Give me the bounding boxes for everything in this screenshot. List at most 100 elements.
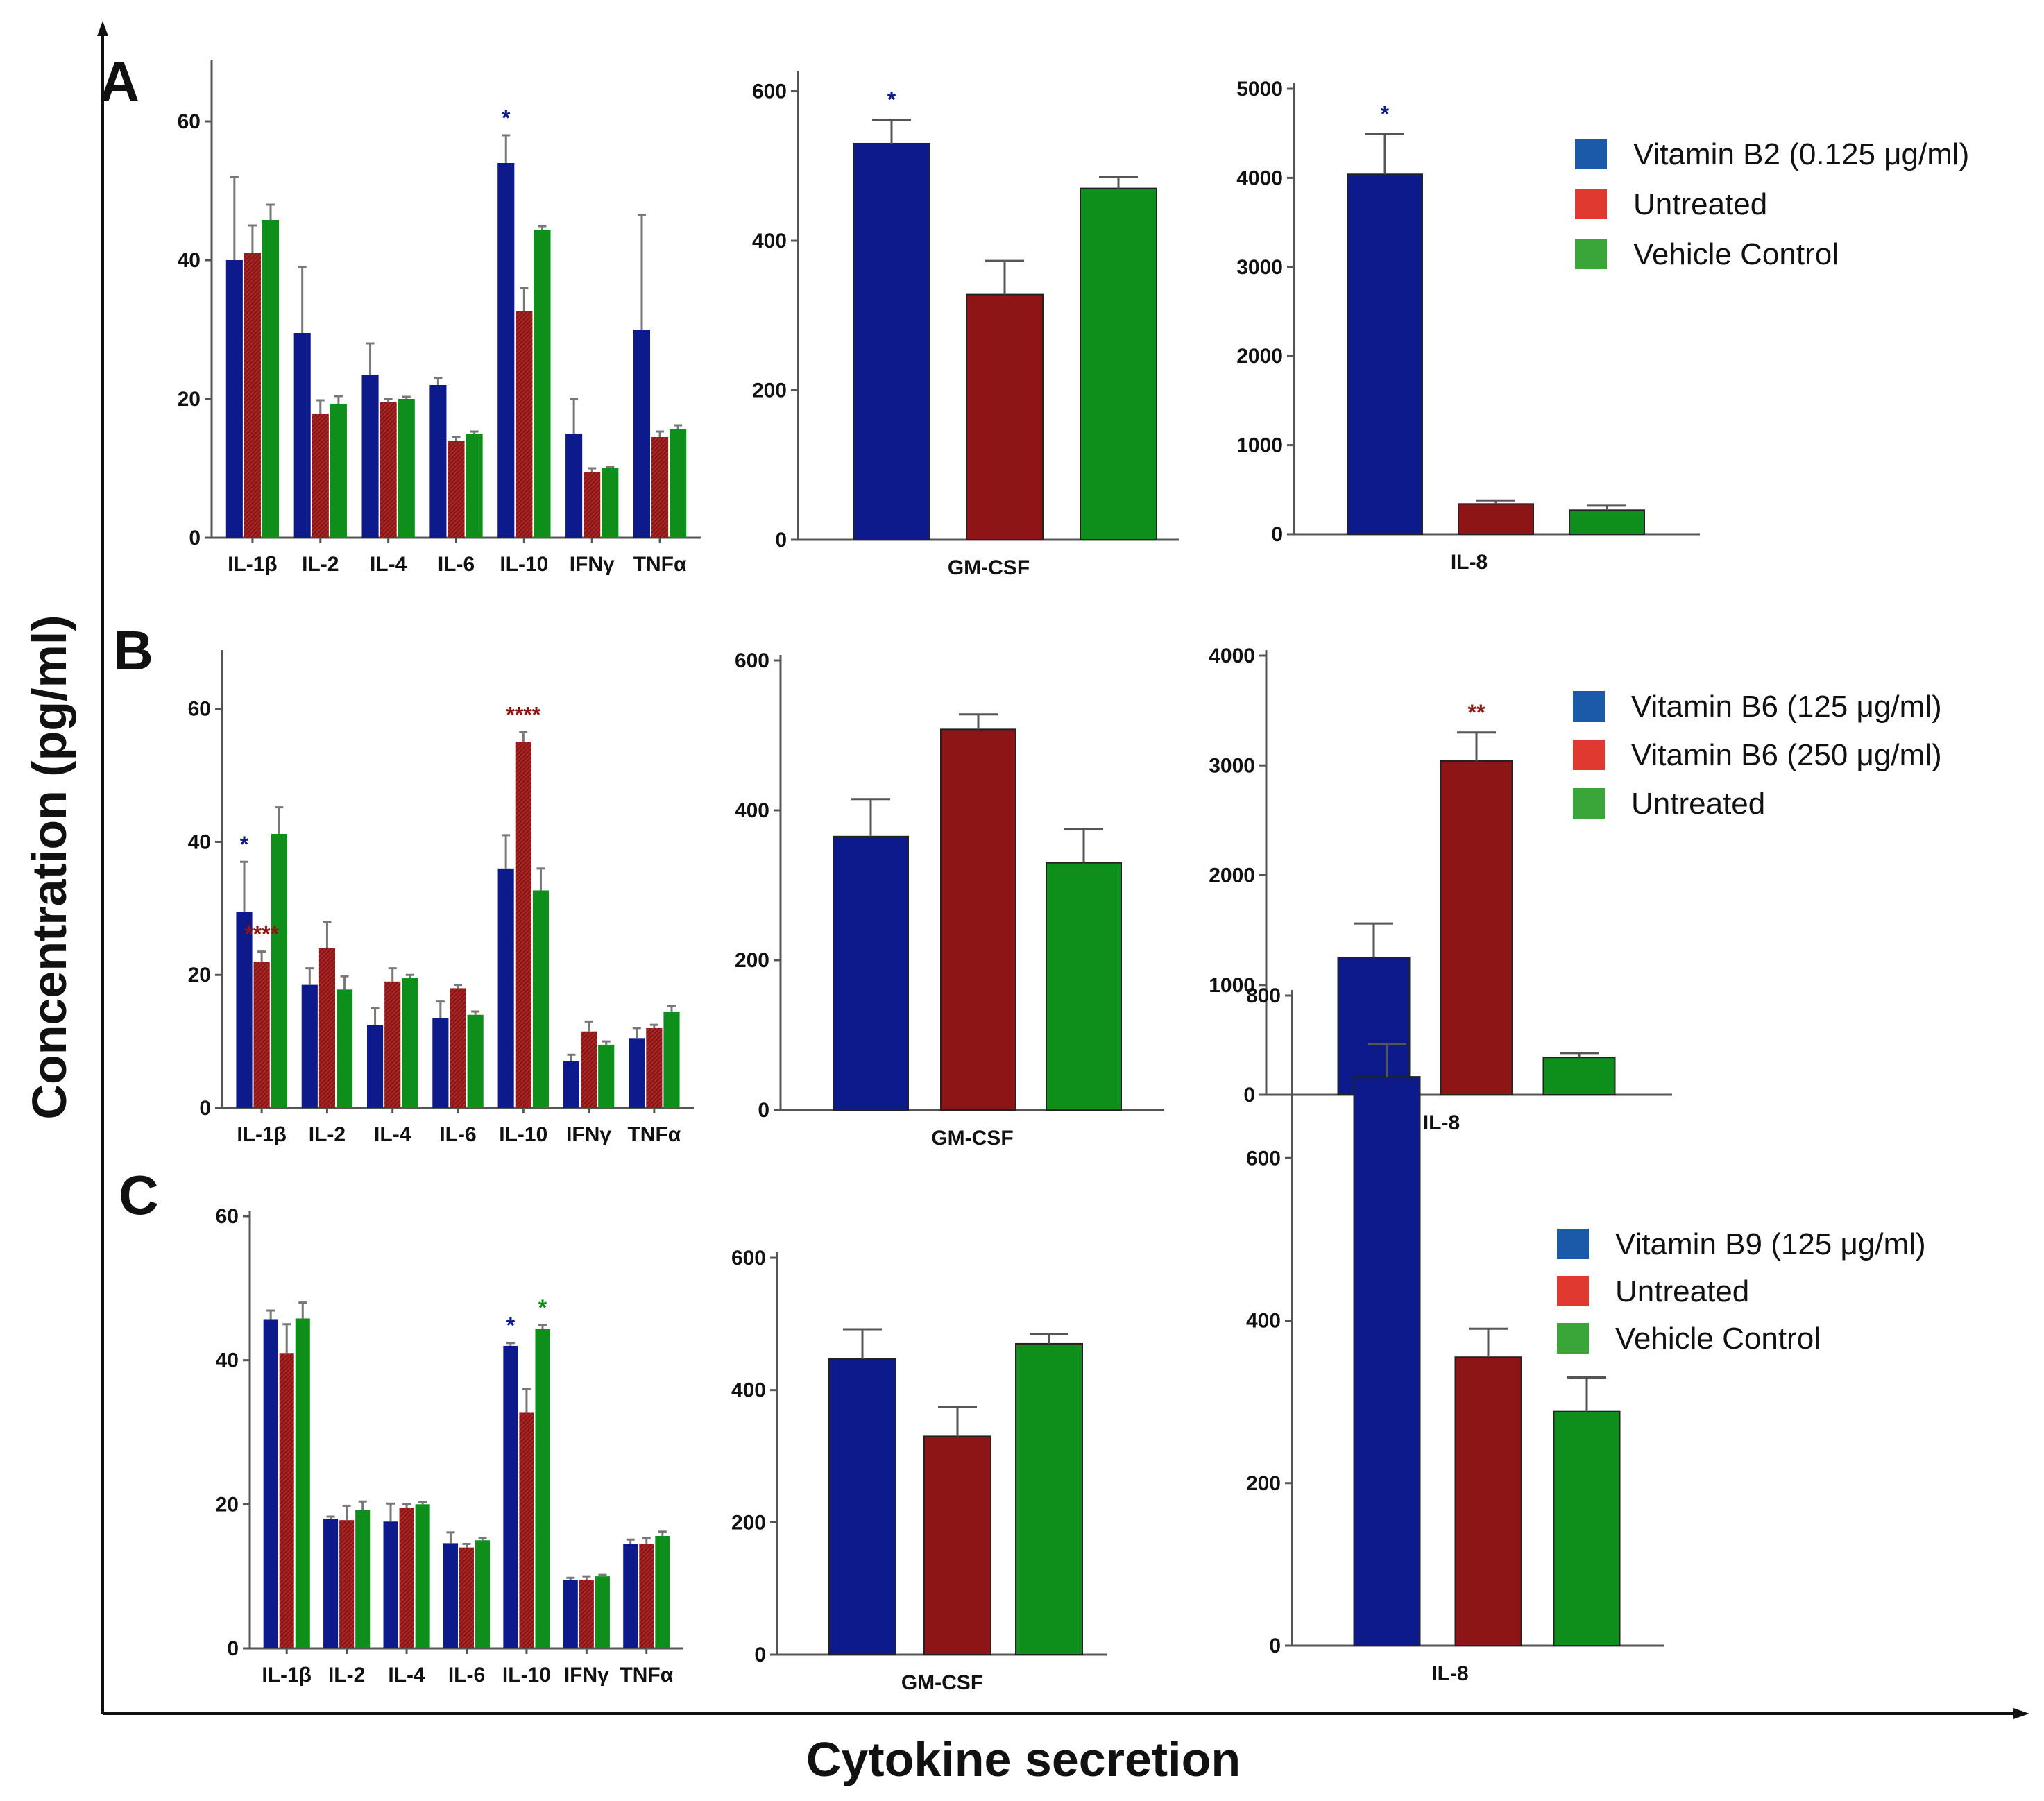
legend-b: Vitamin B6 (125 μg/ml) Vitamin B6 (250 μg… (1573, 690, 1942, 821)
x-tick-label: IL-4 (374, 1123, 411, 1146)
bar (623, 1544, 638, 1648)
bar (380, 402, 397, 538)
y-tick-label: 0 (1243, 1084, 1255, 1107)
legend-swatch (1575, 189, 1607, 219)
legend-label: Vitamin B6 (250 μg/ml) (1631, 738, 1942, 772)
chart-c-gmcsf: 0 200 400 600 GM-CSF (731, 1247, 1107, 1694)
x-tick-label: IFNγ (570, 553, 615, 576)
x-tick-label: IL-1β (262, 1664, 312, 1687)
bar (1569, 509, 1645, 535)
legend-label: Vehicle Control (1615, 1322, 1821, 1356)
y-tick-label: 0 (775, 529, 787, 552)
bar (279, 1353, 294, 1648)
bar (565, 434, 583, 538)
bar (1458, 503, 1534, 535)
x-tick-label: IL-2 (309, 1123, 346, 1146)
bar (399, 1508, 414, 1648)
bar (293, 333, 311, 538)
bar (1353, 1076, 1421, 1646)
x-tick-label: IFNγ (566, 1123, 611, 1146)
bar (383, 1521, 398, 1648)
bar (225, 260, 243, 538)
chart-b-gmcsf: 0 200 400 600 GM-CSF (735, 649, 1164, 1150)
y-tick-label: 200 (1246, 1472, 1281, 1495)
bar (443, 1543, 458, 1648)
bar (361, 375, 379, 538)
bar (940, 728, 1016, 1111)
chart-a-il8: 0 1000 2000 3000 4000 5000 * IL-8 (1236, 78, 1700, 574)
y-tick-label: 600 (752, 80, 787, 103)
legend-label: Vitamin B6 (125 μg/ml) (1631, 690, 1942, 724)
bar (670, 429, 687, 538)
bar (629, 1038, 645, 1108)
bar (563, 1061, 579, 1108)
x-tick-label: IL-1β (237, 1123, 287, 1146)
bar (253, 962, 270, 1108)
bar (236, 912, 253, 1108)
bar (515, 742, 531, 1108)
bar (1337, 957, 1411, 1095)
y-tick-label: 400 (1246, 1310, 1281, 1333)
legend-swatch (1557, 1229, 1589, 1259)
bar (466, 434, 483, 538)
x-axis-label: GM-CSF (901, 1671, 983, 1694)
legend-swatch (1557, 1276, 1589, 1306)
x-axis-label: IL-8 (1451, 551, 1488, 574)
bar (467, 1014, 484, 1108)
legend-label: Untreated (1631, 787, 1765, 821)
bar (1015, 1342, 1083, 1656)
bar (639, 1544, 654, 1648)
x-tick-label: TNFα (627, 1123, 681, 1146)
y-tick-label: 0 (199, 1097, 211, 1120)
bar (519, 1412, 534, 1648)
x-tick-label: TNFα (633, 553, 687, 576)
bar (295, 1318, 310, 1648)
y-tick-label: 200 (731, 1511, 766, 1534)
y-tick-label: 400 (731, 1379, 766, 1402)
bar (415, 1504, 430, 1648)
bar (602, 468, 619, 538)
bar (355, 1510, 371, 1648)
y-tick-label: 600 (731, 1247, 766, 1270)
y-tick-label: 20 (216, 1493, 239, 1516)
chart-a-multi: 0 20 40 60 IL-1β IL-2 IL-4 IL-6 IL-10 IFNγ TNFα * (178, 60, 701, 576)
y-tick-label: 0 (754, 1644, 766, 1666)
bar (475, 1540, 491, 1648)
bar (1347, 173, 1423, 536)
y-tick-label: 200 (752, 379, 787, 402)
significance-marker: * (502, 105, 511, 130)
significance-marker: **** (506, 702, 540, 727)
bar (663, 1011, 680, 1108)
y-tick-label: 400 (752, 230, 787, 253)
bar (655, 1536, 670, 1648)
significance-marker: ** (1379, 1012, 1396, 1036)
y-tick-label: 600 (1246, 1147, 1281, 1170)
bar (271, 833, 287, 1108)
bar (402, 978, 418, 1108)
bar (450, 988, 466, 1108)
y-tick-label: 0 (1271, 523, 1283, 546)
x-tick-label: IL-4 (388, 1664, 425, 1687)
legend-swatch (1573, 740, 1605, 770)
panel-letter-b: B (113, 620, 153, 681)
bar (633, 330, 651, 538)
bar (563, 1580, 578, 1648)
significance-marker: * (506, 1313, 516, 1338)
bar (534, 230, 551, 538)
legend-swatch (1573, 788, 1605, 819)
y-tick-label: 40 (178, 249, 201, 272)
legend-swatch (1573, 691, 1605, 722)
x-tick-label: IL-1β (228, 553, 278, 576)
x-tick-label: IL-6 (448, 1664, 485, 1687)
y-tick-label: 4000 (1209, 645, 1255, 667)
legend-swatch (1575, 139, 1607, 169)
bar (598, 1044, 615, 1108)
bar (432, 1018, 449, 1108)
bar (301, 984, 318, 1108)
x-tick-label: IL-10 (502, 1664, 551, 1687)
bar (535, 1328, 550, 1648)
x-tick-label: IL-6 (439, 1123, 476, 1146)
legend-label: Vitamin B2 (0.125 μg/ml) (1633, 137, 1969, 171)
x-tick-label: IL-6 (438, 553, 475, 576)
